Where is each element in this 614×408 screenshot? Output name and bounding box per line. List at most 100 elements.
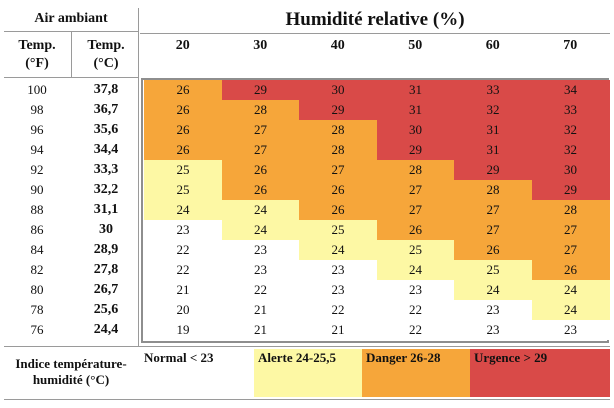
heat-index-cell: 27 [531, 240, 610, 260]
heat-index-cell: 26 [531, 260, 610, 280]
heat-index-cell: 26 [299, 200, 377, 220]
temp-f-value: 82 [30, 262, 44, 277]
heat-index-cell: 28 [454, 180, 532, 200]
temp-f-value: 100 [27, 82, 47, 97]
heat-index-cell: 32 [454, 100, 532, 120]
heat-index-cell: 26 [221, 180, 300, 200]
heat-index-cell: 34 [531, 80, 610, 100]
humidity-level-30: 30 [253, 38, 268, 53]
heat-index-cell: 30 [376, 120, 455, 140]
heat-index-cell: 28 [221, 100, 300, 120]
heat-index-cell: 25 [376, 240, 455, 260]
heat-index-cell: 23 [299, 260, 377, 280]
temp-c-value: 25,6 [93, 302, 119, 317]
heat-index-cell: 28 [531, 200, 610, 220]
humidity-level-50: 50 [408, 38, 423, 53]
temp-f-value: 94 [30, 142, 44, 157]
heat-index-cell: 22 [144, 240, 222, 260]
heat-index-cell: 30 [299, 80, 377, 100]
heat-index-cell: 26 [454, 240, 532, 260]
temp-c-value: 36,7 [93, 102, 119, 117]
temp-f-value: 84 [30, 242, 44, 257]
heat-index-cell: 23 [454, 300, 532, 320]
heat-index-cell: 22 [221, 280, 300, 300]
temp-f-value: 88 [30, 202, 44, 217]
legend-item-3: Urgence > 29 [470, 349, 610, 397]
heat-index-cell: 27 [221, 140, 300, 160]
heat-index-cell: 32 [531, 120, 610, 140]
temp-c-value: 27,8 [93, 262, 119, 277]
temp-f-value: 78 [30, 302, 44, 317]
heat-index-cell: 24 [144, 200, 222, 220]
heat-index-cell: 21 [221, 320, 300, 340]
heat-index-cell: 26 [376, 220, 455, 240]
heat-index-cell: 24 [221, 220, 300, 240]
legend-item-1: Alerte 24-25,5 [254, 349, 362, 397]
temp-c-value: 34,4 [93, 142, 119, 157]
heat-index-cell: 31 [454, 140, 532, 160]
heat-index-cell: 27 [376, 180, 455, 200]
temp-c-value: 32,2 [93, 182, 119, 197]
heat-index-cell: 23 [531, 320, 610, 340]
temp-f-value: 80 [30, 282, 44, 297]
heat-index-chart: Air ambiant Temp. (°F) Temp. (°C) Humidi… [4, 8, 610, 400]
heat-index-cell: 29 [454, 160, 532, 180]
heat-index-cell: 23 [221, 240, 300, 260]
temp-f-value: 90 [30, 182, 44, 197]
temp-c-value: 35,6 [93, 122, 119, 137]
temp-c-header-unit: (°C) [93, 56, 119, 71]
heat-index-cell: 29 [221, 80, 300, 100]
heat-index-cell: 26 [144, 140, 222, 160]
humidity-level-20: 20 [175, 38, 190, 53]
heat-index-cell: 30 [531, 160, 610, 180]
temp-f-header-label: Temp. [18, 38, 56, 53]
heat-index-cell: 27 [299, 160, 377, 180]
temp-c-value: 30 [99, 222, 113, 237]
heat-index-cell: 27 [376, 200, 455, 220]
temp-c-value: 26,7 [93, 282, 119, 297]
heat-index-cell: 28 [376, 160, 455, 180]
temp-f-value: 92 [30, 162, 44, 177]
heat-index-cell: 28 [299, 140, 377, 160]
air-ambiant-title: Air ambiant [34, 11, 108, 26]
heat-index-cell: 29 [531, 180, 610, 200]
heat-index-cell: 22 [299, 300, 377, 320]
temp-c-value: 31,1 [93, 202, 119, 217]
heat-index-cell: 25 [144, 160, 222, 180]
heat-index-cell: 21 [221, 300, 300, 320]
heat-index-cell: 26 [299, 180, 377, 200]
humidity-level-70: 70 [563, 38, 578, 53]
heat-index-cell: 29 [299, 100, 377, 120]
heat-index-cell: 23 [299, 280, 377, 300]
heat-index-cell: 20 [144, 300, 222, 320]
heat-index-cell: 27 [454, 220, 532, 240]
heat-index-cell: 22 [144, 260, 222, 280]
heat-index-cell: 26 [221, 160, 300, 180]
heat-index-cell: 23 [144, 220, 222, 240]
heat-index-cell: 28 [299, 120, 377, 140]
heat-index-cell: 31 [454, 120, 532, 140]
heat-index-cell: 27 [531, 220, 610, 240]
heat-index-cell: 32 [531, 140, 610, 160]
legend-item-2: Danger 26-28 [362, 349, 470, 397]
legend-item-0: Normal < 23 [140, 349, 254, 397]
temp-f-value: 96 [30, 122, 44, 137]
heat-index-cell: 27 [221, 120, 300, 140]
heat-index-cell: 23 [221, 260, 300, 280]
temp-f-value: 86 [30, 222, 44, 237]
heat-index-cell: 24 [454, 280, 532, 300]
heat-index-cell: 27 [454, 200, 532, 220]
temp-c-value: 24,4 [93, 322, 119, 337]
humidity-level-40: 40 [330, 38, 345, 53]
heat-index-cell: 22 [376, 300, 455, 320]
heat-index-cell: 25 [144, 180, 222, 200]
heat-index-cell: 21 [299, 320, 377, 340]
heat-index-cell: 24 [299, 240, 377, 260]
temp-c-value: 33,3 [93, 162, 119, 177]
heat-index-cell: 24 [531, 300, 610, 320]
humidity-title: Humidité relative (%) [285, 9, 465, 30]
heat-index-cell: 23 [454, 320, 532, 340]
heat-index-cell: 33 [531, 100, 610, 120]
temp-f-value: 98 [30, 102, 44, 117]
temp-f-value: 76 [30, 322, 44, 337]
